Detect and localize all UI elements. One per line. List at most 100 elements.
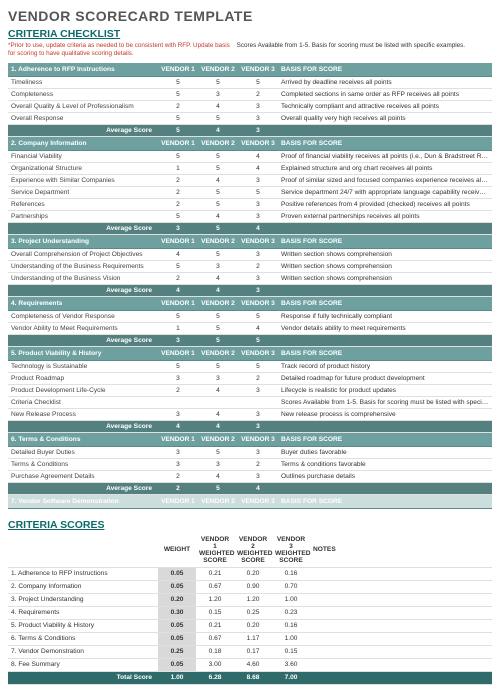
scores-row-label: 8. Fee Summary — [8, 658, 158, 671]
vendor-header: VENDOR 3 — [238, 63, 278, 77]
vendor-header: VENDOR 1 — [158, 347, 198, 361]
average-cell: 4 — [198, 421, 238, 433]
basis-header: BASIS FOR SCORE — [278, 235, 492, 249]
average-blank — [278, 223, 492, 235]
instruction-black: Scores Available from 1-5. Basis for sco… — [237, 42, 492, 57]
weighted-score-cell: 1.20 — [234, 593, 272, 606]
vendor-header: VENDOR 3 — [238, 297, 278, 311]
score-cell: 3 — [238, 211, 278, 223]
basis-header: BASIS FOR SCORE — [278, 495, 492, 509]
basis-cell: Technically compliant and attractive rec… — [278, 101, 492, 113]
average-row: Average Score543 — [8, 125, 492, 137]
v2-weighted-header: VENDOR 2 WEIGHTED SCORE — [234, 535, 272, 567]
vendor-header: VENDOR 2 — [198, 495, 238, 509]
scores-row: 1. Adherence to RFP Instructions0.050.21… — [8, 567, 492, 580]
score-cell: 5 — [198, 249, 238, 261]
basis-cell: Overall quality very high receives all p… — [278, 113, 492, 125]
basis-cell: Outlines purchase details — [278, 471, 492, 483]
score-cell: 3 — [198, 459, 238, 471]
score-cell: 2 — [238, 89, 278, 101]
notes-cell — [310, 593, 492, 606]
weight-cell: 0.05 — [158, 632, 196, 645]
weight-cell: 0.30 — [158, 606, 196, 619]
score-cell: 3 — [238, 113, 278, 125]
weighted-score-cell: 0.16 — [272, 567, 310, 580]
instruction-red: *Prior to use, update criteria as needed… — [8, 42, 231, 57]
average-row: Average Score354 — [8, 223, 492, 235]
vendor-header: VENDOR 1 — [158, 63, 198, 77]
vendor-header: VENDOR 2 — [198, 137, 238, 151]
score-cell — [158, 397, 198, 409]
notes-cell — [310, 645, 492, 658]
weighted-score-cell: 0.67 — [196, 632, 234, 645]
average-label: Average Score — [8, 223, 158, 235]
total-weight: 1.00 — [158, 671, 196, 684]
basis-header: BASIS FOR SCORE — [278, 297, 492, 311]
criteria-label: Understanding of the Business Vision — [8, 273, 158, 285]
vendor-header: VENDOR 1 — [158, 433, 198, 447]
criteria-label: Product Development Life-Cycle — [8, 385, 158, 397]
total-weighted-score: 7.00 — [272, 671, 310, 684]
average-cell: 5 — [198, 483, 238, 495]
score-cell — [238, 397, 278, 409]
criteria-scores-table: WEIGHT VENDOR 1 WEIGHTED SCORE VENDOR 2 … — [8, 535, 492, 685]
score-cell: 5 — [158, 261, 198, 273]
total-weighted-score: 6.28 — [196, 671, 234, 684]
vendor-header: VENDOR 1 — [158, 297, 198, 311]
criteria-label: Completeness — [8, 89, 158, 101]
notes-cell — [310, 632, 492, 645]
average-cell: 5 — [198, 335, 238, 347]
score-cell: 3 — [238, 273, 278, 285]
criteria-row: References253Positive references from 4 … — [8, 199, 492, 211]
criteria-label: Product Roadmap — [8, 373, 158, 385]
score-cell: 5 — [158, 89, 198, 101]
section-title: 6. Terms & Conditions — [8, 433, 158, 447]
score-cell: 4 — [198, 409, 238, 421]
basis-cell: Proven external partnerships receives al… — [278, 211, 492, 223]
score-cell: 5 — [198, 311, 238, 323]
instruction-row: *Prior to use, update criteria as needed… — [8, 42, 492, 57]
criteria-checklist-heading: CRITERIA CHECKLIST — [8, 28, 492, 40]
score-cell: 4 — [198, 101, 238, 113]
score-cell: 5 — [158, 361, 198, 373]
criteria-label: Vendor Ability to Meet Requirements — [8, 323, 158, 335]
basis-cell: Lifecycle is realistic for product updat… — [278, 385, 492, 397]
weighted-score-cell: 3.60 — [272, 658, 310, 671]
score-cell — [198, 397, 238, 409]
score-cell: 5 — [238, 311, 278, 323]
section-title: 5. Product Viability & History — [8, 347, 158, 361]
average-cell: 3 — [158, 223, 198, 235]
vendor-header: VENDOR 3 — [238, 347, 278, 361]
average-cell: 4 — [238, 483, 278, 495]
score-cell: 5 — [158, 311, 198, 323]
score-cell: 2 — [158, 273, 198, 285]
criteria-label: Organizational Structure — [8, 163, 158, 175]
average-cell: 4 — [158, 285, 198, 297]
vendor-header: VENDOR 3 — [238, 137, 278, 151]
vendor-header: VENDOR 3 — [238, 235, 278, 249]
notes-cell — [310, 658, 492, 671]
criteria-label: Overall Response — [8, 113, 158, 125]
criteria-row: New Release Process343New release proces… — [8, 409, 492, 421]
vendor-header: VENDOR 1 — [158, 235, 198, 249]
score-cell: 5 — [198, 77, 238, 89]
average-cell: 4 — [238, 223, 278, 235]
score-cell: 5 — [198, 447, 238, 459]
weighted-score-cell: 1.00 — [272, 632, 310, 645]
vendor-header: VENDOR 1 — [158, 495, 198, 509]
criteria-row: Criteria ChecklistScores Available from … — [8, 397, 492, 409]
average-row: Average Score254 — [8, 483, 492, 495]
score-cell: 4 — [198, 273, 238, 285]
weighted-score-cell: 0.17 — [234, 645, 272, 658]
score-cell: 2 — [238, 261, 278, 273]
average-cell: 5 — [198, 223, 238, 235]
score-cell: 3 — [198, 373, 238, 385]
criteria-row: Product Roadmap332Detailed roadmap for f… — [8, 373, 492, 385]
score-cell: 2 — [158, 175, 198, 187]
vendor-header: VENDOR 3 — [238, 495, 278, 509]
section-title: 1. Adherence to RFP Instructions — [8, 63, 158, 77]
section-header: 6. Terms & ConditionsVENDOR 1VENDOR 2VEN… — [8, 433, 492, 447]
weight-cell: 0.25 — [158, 645, 196, 658]
score-cell: 3 — [198, 89, 238, 101]
score-cell: 5 — [158, 211, 198, 223]
